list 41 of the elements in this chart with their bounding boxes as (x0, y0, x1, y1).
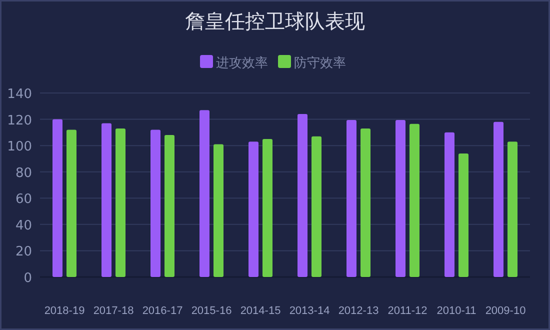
bar (102, 123, 112, 277)
bar (262, 139, 272, 277)
y-tick-label: 100 (7, 140, 32, 155)
bar (508, 142, 518, 277)
y-tick-label: 40 (15, 218, 32, 234)
bar (346, 120, 356, 277)
bar (200, 110, 210, 277)
bar (360, 128, 370, 277)
x-tick-label: 2012-13 (338, 305, 379, 317)
bar (66, 130, 76, 277)
y-tick-label: 120 (7, 113, 32, 128)
bar (248, 142, 258, 277)
bar (458, 153, 468, 277)
y-tick-label: 0 (24, 271, 32, 286)
x-tick-label: 2017-18 (93, 305, 134, 317)
bar (150, 130, 160, 277)
legend-label: 防守效率 (294, 55, 346, 71)
bar (312, 136, 322, 277)
x-tick-label: 2016-17 (142, 305, 183, 317)
bar (52, 119, 62, 277)
bar (444, 132, 454, 277)
x-tick-label: 2011-12 (388, 305, 428, 317)
bar (298, 114, 308, 277)
x-tick-label: 2013-14 (289, 305, 330, 317)
x-tick-label: 2018-19 (44, 305, 85, 317)
bar (410, 124, 420, 277)
x-tick-label: 2009-10 (485, 305, 526, 317)
bar (494, 122, 504, 277)
bar (116, 128, 126, 277)
x-tick-label: 2014-15 (240, 305, 281, 317)
y-tick-label: 140 (7, 87, 32, 102)
y-tick-label: 60 (15, 192, 32, 208)
legend-label: 进攻效率 (216, 55, 268, 71)
x-tick-label: 2010-11 (436, 305, 476, 317)
x-tick-label: 2015-16 (191, 305, 232, 317)
bar (214, 144, 224, 277)
bar (164, 135, 174, 277)
bar (396, 120, 406, 277)
y-tick-label: 20 (15, 244, 32, 260)
y-tick-label: 80 (15, 166, 32, 181)
chart-title: 詹皇任控卫球队表现 (185, 9, 365, 33)
